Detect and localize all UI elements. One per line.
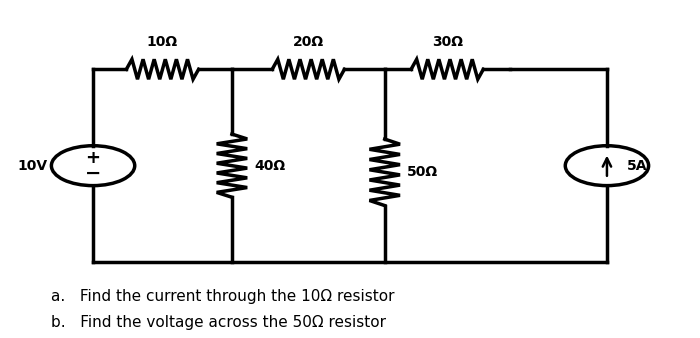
Text: −: −: [85, 164, 102, 183]
Text: 5A: 5A: [626, 159, 647, 173]
Text: +: +: [85, 149, 101, 167]
Text: 10V: 10V: [18, 159, 48, 173]
Text: 30Ω: 30Ω: [432, 35, 463, 49]
Text: 20Ω: 20Ω: [293, 35, 324, 49]
Text: 50Ω: 50Ω: [407, 165, 438, 179]
Text: b.   Find the voltage across the 50Ω resistor: b. Find the voltage across the 50Ω resis…: [51, 315, 386, 330]
Text: a.   Find the current through the 10Ω resistor: a. Find the current through the 10Ω resi…: [51, 289, 395, 304]
Text: 40Ω: 40Ω: [254, 159, 286, 173]
Text: 10Ω: 10Ω: [147, 35, 178, 49]
